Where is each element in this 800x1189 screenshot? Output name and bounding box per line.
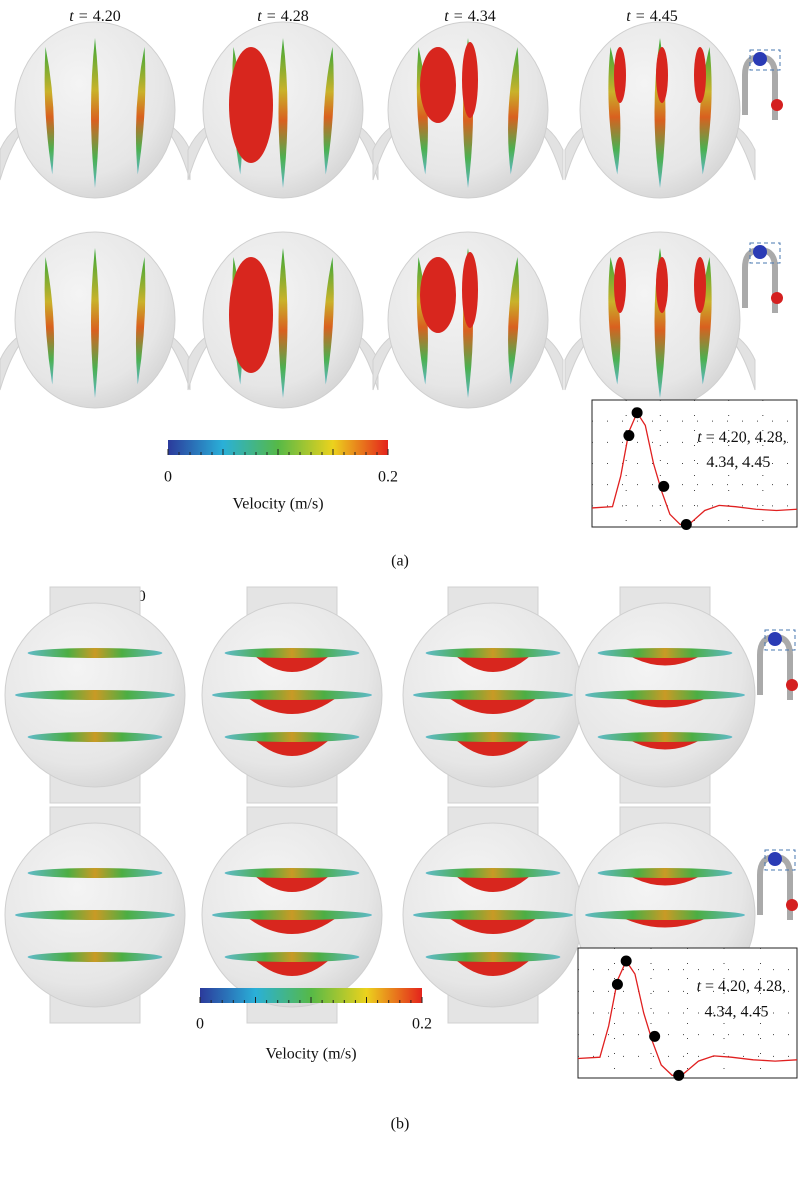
velocity-stripe (225, 952, 360, 962)
time-marker (658, 481, 669, 492)
figure: t=4.20t=4.28t=4.34t=4.4500.2Velocity (m/… (0, 0, 800, 1189)
inset-annotation: t= 4.20, 4.28, (697, 978, 786, 995)
velocity-stripe (426, 648, 561, 658)
inset-text: = 4.20, 4.28, (706, 429, 787, 446)
inset-variable: t (697, 978, 702, 995)
inset-variable: t (697, 429, 702, 446)
time-variable: t (626, 8, 631, 25)
time-marker (612, 979, 623, 990)
velocity-stripe (598, 868, 733, 878)
high-velocity-region (462, 252, 478, 328)
colorbar-min: 0 (164, 469, 172, 486)
velocity-stripe (212, 910, 372, 920)
high-velocity-region (656, 47, 668, 103)
colorbar-title: Velocity (m/s) (232, 496, 323, 513)
high-velocity-region (656, 257, 668, 313)
panel-label: (a) (391, 553, 409, 570)
time-marker (621, 956, 632, 967)
velocity-stripe (426, 868, 561, 878)
inset-annotation: t= 4.20, 4.28, (697, 429, 786, 446)
velocity-stripe (225, 648, 360, 658)
time-marker (623, 430, 634, 441)
vessel-schematic (760, 637, 790, 700)
probe-marker (771, 99, 783, 111)
high-velocity-region (420, 257, 456, 333)
probe-marker (771, 292, 783, 304)
velocity-stripe (585, 910, 745, 920)
velocity-stripe (413, 690, 573, 700)
colorbar-max: 0.2 (378, 469, 398, 486)
panel-label: (b) (391, 1116, 410, 1133)
vessel-schematic (745, 57, 775, 120)
high-velocity-region (614, 257, 626, 313)
probe-marker (753, 52, 767, 66)
velocity-stripe (28, 732, 163, 742)
inset-annotation: 4.34, 4.45 (705, 1004, 769, 1021)
velocity-stripe (225, 868, 360, 878)
time-relation: = (636, 8, 645, 25)
velocity-stripe (28, 648, 163, 658)
velocity-stripe (212, 690, 372, 700)
high-velocity-region (694, 47, 706, 103)
colorbar-title: Velocity (m/s) (265, 1046, 356, 1063)
time-variable: t (69, 8, 74, 25)
time-marker (632, 407, 643, 418)
time-variable: t (444, 8, 449, 25)
probe-marker (753, 245, 767, 259)
probe-marker (768, 632, 782, 646)
colorbar-max: 0.2 (412, 1016, 432, 1033)
colorbar-min: 0 (196, 1016, 204, 1033)
velocity-stripe (28, 952, 163, 962)
high-velocity-region (229, 47, 273, 163)
velocity-stripe (413, 910, 573, 920)
high-velocity-region (229, 257, 273, 373)
vessel-schematic (760, 857, 790, 920)
high-velocity-region (462, 42, 478, 118)
high-velocity-region (420, 47, 456, 123)
velocity-stripe (426, 732, 561, 742)
velocity-stripe (15, 910, 175, 920)
velocity-stripe (585, 690, 745, 700)
velocity-stripe (225, 732, 360, 742)
inset-text: = 4.20, 4.28, (705, 978, 786, 995)
high-velocity-region (694, 257, 706, 313)
time-marker (681, 519, 692, 530)
probe-marker (768, 852, 782, 866)
velocity-stripe (15, 690, 175, 700)
time-variable: t (257, 8, 262, 25)
probe-marker (786, 899, 798, 911)
velocity-stripe (28, 868, 163, 878)
velocity-stripe (598, 648, 733, 658)
probe-marker (786, 679, 798, 691)
velocity-stripe (598, 732, 733, 742)
vessel-schematic (745, 250, 775, 313)
time-marker (673, 1070, 684, 1081)
inset-annotation: 4.34, 4.45 (706, 454, 770, 471)
high-velocity-region (614, 47, 626, 103)
velocity-stripe (426, 952, 561, 962)
time-marker (649, 1031, 660, 1042)
